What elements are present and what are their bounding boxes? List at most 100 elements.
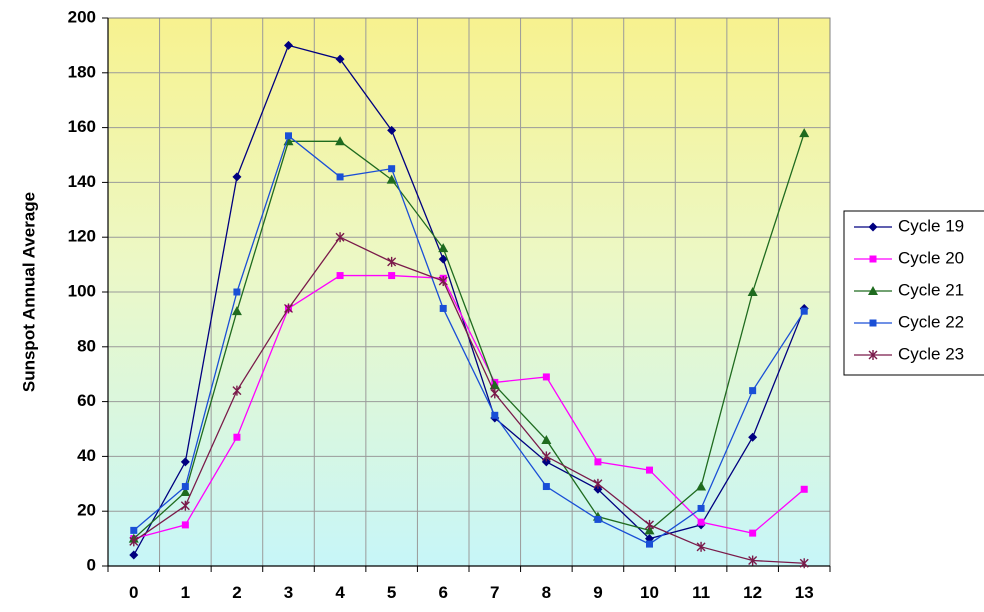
x-tick-label: 4	[335, 583, 345, 602]
data-point	[386, 174, 397, 184]
x-tick-label: 9	[593, 583, 602, 602]
data-point	[387, 125, 397, 135]
data-point	[129, 550, 139, 560]
y-axis-label: Sunspot Annual Average	[19, 192, 38, 392]
data-point	[438, 276, 448, 287]
data-point	[749, 387, 757, 395]
data-point	[387, 256, 397, 267]
data-point	[748, 432, 758, 442]
data-point	[646, 540, 653, 548]
series-line	[133, 132, 805, 540]
data-point	[439, 304, 447, 312]
data-point	[799, 558, 809, 569]
legend-box	[843, 210, 984, 376]
data-point	[696, 481, 707, 491]
y-tick-label: 60	[77, 391, 96, 410]
data-point	[130, 526, 138, 534]
y-tick-label: 140	[68, 172, 96, 191]
legend-item-cycle-23: Cycle 23	[854, 344, 964, 363]
series-line	[133, 274, 805, 540]
data-point	[335, 232, 345, 243]
data-point	[491, 411, 499, 419]
y-tick-label: 20	[77, 501, 96, 520]
y-tick-label: 80	[77, 336, 96, 355]
y-tick-labels: 0 20 40 60 80 100 120 140 160 180 200	[68, 7, 96, 574]
data-point	[336, 173, 344, 181]
legend-label: Cycle 23	[898, 344, 964, 363]
data-point	[800, 485, 808, 493]
legend-item-cycle-19: Cycle 19	[854, 216, 964, 235]
data-point	[747, 287, 758, 296]
x-tick-label: 2	[232, 583, 241, 602]
series-line	[133, 134, 805, 545]
data-point	[645, 519, 654, 530]
data-point	[593, 478, 603, 489]
x-tick-label: 0	[129, 583, 138, 602]
data-point	[541, 451, 551, 462]
y-tick-label: 180	[68, 62, 96, 81]
legend-item-cycle-22: Cycle 22	[854, 312, 964, 331]
x-tick-label: 6	[438, 583, 447, 602]
legend-item-cycle-20: Cycle 20	[854, 248, 964, 267]
data-point	[388, 165, 396, 173]
data-point	[800, 307, 808, 315]
series-layer	[128, 40, 810, 569]
legend-label: Cycle 22	[898, 312, 964, 331]
data-point	[284, 303, 293, 314]
series-line	[133, 236, 805, 564]
y-tick-label: 200	[68, 7, 96, 26]
data-point	[336, 272, 344, 280]
data-point	[232, 385, 242, 396]
data-point	[438, 243, 449, 253]
data-point	[490, 388, 500, 399]
x-tick-label: 13	[795, 583, 814, 602]
data-point	[697, 504, 705, 512]
data-point	[541, 434, 552, 444]
legend-label: Cycle 19	[898, 216, 964, 235]
data-point	[868, 222, 878, 232]
data-point	[748, 555, 758, 566]
data-point	[799, 128, 810, 138]
data-point	[388, 272, 396, 280]
data-point	[696, 541, 706, 552]
data-point	[869, 255, 877, 263]
y-tick-label: 100	[68, 281, 96, 300]
data-point	[181, 521, 189, 529]
y-tick-label: 0	[87, 555, 96, 574]
data-point	[646, 466, 653, 474]
data-point	[233, 288, 241, 296]
series-cycle-22	[130, 132, 808, 548]
x-tick-label: 1	[181, 583, 190, 602]
legend-label: Cycle 21	[898, 280, 964, 299]
data-point	[335, 54, 345, 64]
data-point	[868, 350, 878, 360]
data-point	[180, 487, 191, 497]
x-tick-label: 3	[284, 583, 293, 602]
x-tick-label: 11	[692, 583, 710, 602]
data-point	[232, 172, 242, 182]
x-tick-label: 8	[542, 583, 551, 602]
data-point	[594, 515, 602, 523]
data-point	[231, 306, 242, 316]
data-point	[594, 458, 602, 466]
data-point	[129, 536, 139, 547]
x-tick-labels: 0 1 2 3 4 5 6 7 8 9 10 11 12 13	[129, 583, 814, 602]
data-point	[181, 483, 189, 491]
legend-item-cycle-21: Cycle 21	[854, 280, 964, 299]
data-point	[542, 373, 550, 381]
data-point	[697, 518, 705, 526]
x-tick-label: 12	[743, 583, 762, 602]
legend: Cycle 19 Cycle 20 Cycle 21 Cycle 22 Cycle 23	[843, 210, 984, 376]
x-tick-label: 10	[640, 583, 659, 602]
data-point	[285, 132, 292, 140]
data-point	[438, 254, 448, 264]
data-point	[180, 457, 190, 467]
y-tick-label: 160	[68, 117, 96, 136]
data-point	[868, 286, 878, 295]
y-tick-label: 120	[68, 227, 96, 246]
axes	[102, 17, 831, 572]
series-cycle-23	[129, 232, 809, 569]
data-point	[233, 433, 241, 441]
data-point	[335, 136, 346, 146]
